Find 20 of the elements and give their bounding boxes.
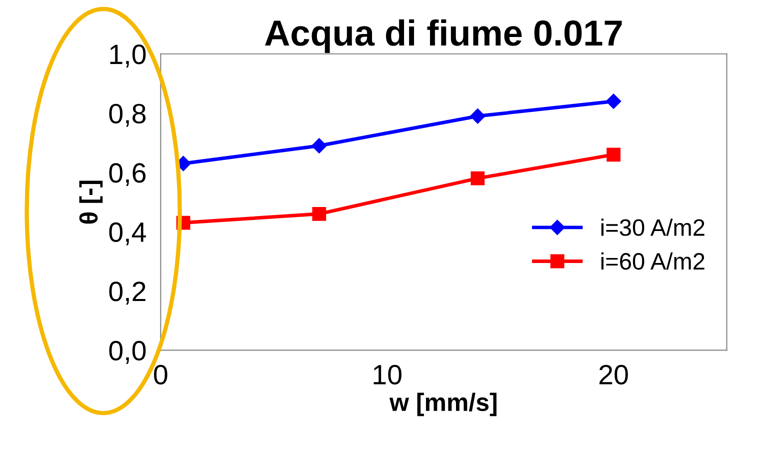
point	[312, 206, 326, 221]
x-tick-label: 20	[599, 364, 628, 385]
chart-title: Acqua di fiume 0.017	[265, 19, 622, 54]
point	[470, 108, 486, 124]
x-tick-label: 0	[154, 364, 168, 385]
legend-label: i=60 A/m2	[601, 252, 704, 270]
point	[606, 94, 622, 109]
point	[606, 148, 620, 162]
y-tick-label: 0,4	[109, 222, 146, 246]
legend-label: i=30 A/m2	[601, 218, 704, 236]
y-tick-label: 0,8	[109, 104, 146, 127]
y-tick-label: 0,6	[109, 163, 146, 186]
y-tick-label: 1,0	[110, 44, 146, 68]
point	[312, 138, 327, 154]
point	[470, 171, 485, 186]
y-axis-title: θ [-]	[79, 180, 103, 224]
y-tick-label: 0,2	[109, 282, 146, 305]
x-axis-title: w [mm/s]	[389, 392, 496, 416]
x-tick-label: 10	[374, 364, 402, 385]
y-tick-label: 0,0	[109, 340, 146, 364]
